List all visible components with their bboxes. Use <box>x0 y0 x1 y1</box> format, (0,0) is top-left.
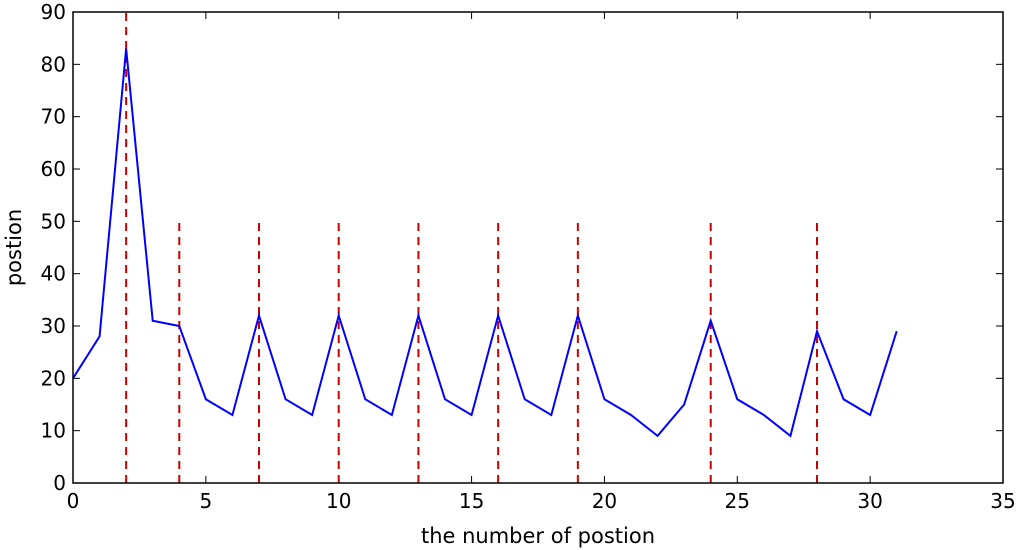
x-axis-title: the number of postion <box>421 524 655 548</box>
y-tick-label: 90 <box>41 0 66 24</box>
x-tick-label: 20 <box>592 489 617 513</box>
x-tick-label: 35 <box>990 489 1015 513</box>
x-tick-label: 30 <box>857 489 882 513</box>
plot-frame <box>72 11 1004 484</box>
y-tick-label: 20 <box>41 366 66 390</box>
y-tick-label: 40 <box>41 262 66 286</box>
series-group <box>72 48 898 438</box>
y-axis-title: postion <box>2 209 26 286</box>
y-tick-label: 0 <box>53 471 66 495</box>
y-tick-label: 50 <box>41 209 66 233</box>
x-tick-label: 5 <box>199 489 212 513</box>
y-tick-label: 30 <box>41 314 66 338</box>
y-tick-label: 10 <box>41 419 66 443</box>
y-tick-label: 70 <box>41 105 66 129</box>
marker-lines <box>125 12 818 483</box>
x-tick-label: 0 <box>67 489 80 513</box>
y-tick-label: 60 <box>41 157 66 181</box>
y-axis-ticks: 0 10 20 30 40 50 60 70 80 90 <box>41 0 1003 495</box>
y-tick-label: 80 <box>41 52 66 76</box>
x-tick-label: 25 <box>725 489 750 513</box>
x-axis-ticks: 0 5 10 15 20 25 30 35 <box>67 12 1016 513</box>
x-tick-label: 15 <box>459 489 484 513</box>
series-line <box>72 48 898 438</box>
x-tick-label: 10 <box>326 489 351 513</box>
